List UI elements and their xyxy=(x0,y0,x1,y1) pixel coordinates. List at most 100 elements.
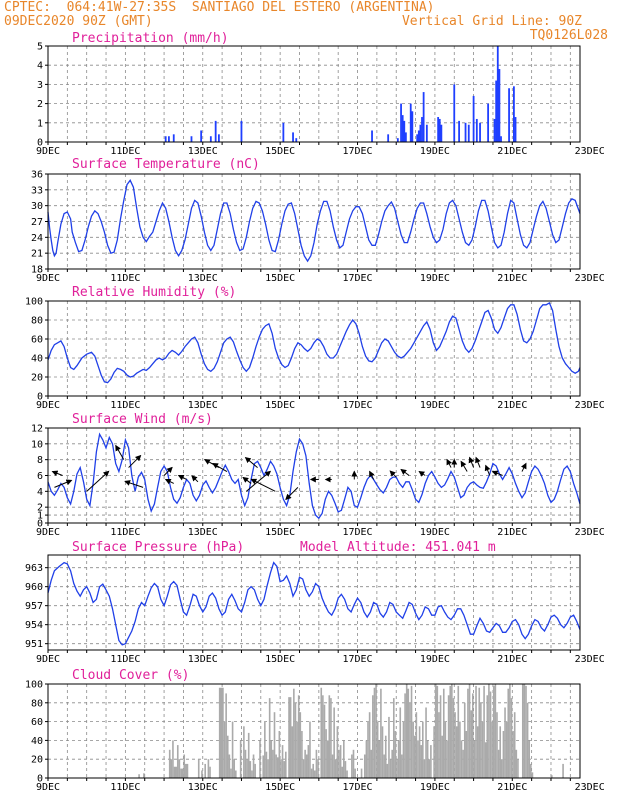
x-tick-label: 21DEC xyxy=(497,654,527,665)
wind-arrow xyxy=(51,470,63,477)
x-tick-label: 11DEC xyxy=(110,527,140,538)
cloud-bar xyxy=(499,726,502,778)
y-tick-label: 20 xyxy=(31,755,43,766)
precip-bar xyxy=(401,115,404,142)
y-tick-label: 951 xyxy=(25,639,43,650)
x-tick-label: 23DEC xyxy=(575,400,605,411)
cloud-bar xyxy=(467,688,469,778)
cloud-bar xyxy=(394,731,397,778)
x-tick-label: 15DEC xyxy=(265,146,295,157)
cloud-bar xyxy=(468,684,471,778)
cloud-bar xyxy=(296,721,298,778)
cloud-bar xyxy=(481,721,484,778)
cloud-bar xyxy=(373,687,376,778)
wind-arrow xyxy=(115,444,125,460)
cloud-bar xyxy=(344,761,347,778)
precip-bar xyxy=(190,136,193,142)
cloud-bar xyxy=(331,754,334,778)
cloud-bar xyxy=(407,688,410,778)
cloud-bar xyxy=(275,754,277,778)
x-tick-label: 15DEC xyxy=(265,782,295,793)
cloud-bar xyxy=(235,770,237,778)
precip-bar xyxy=(487,103,490,142)
cloud-bar xyxy=(281,745,284,778)
cloud-bar xyxy=(507,688,510,778)
cloud-bar xyxy=(442,688,445,778)
precip-bar xyxy=(425,124,428,142)
x-tick-label: 13DEC xyxy=(188,146,218,157)
cloud-bar xyxy=(388,716,390,778)
cloud-bar xyxy=(452,698,455,778)
cloud-bar xyxy=(455,726,458,778)
y-tick-label: 24 xyxy=(31,233,43,244)
cloud-bar xyxy=(410,685,413,778)
precip-bar xyxy=(416,134,419,142)
cloud-bar xyxy=(434,684,437,778)
cloud-bar xyxy=(378,740,381,778)
cloud-bar xyxy=(307,745,310,778)
cloud-bar xyxy=(336,726,339,778)
cloud-bar xyxy=(476,726,479,778)
y-tick-label: 6 xyxy=(37,471,43,482)
cloud-bar xyxy=(246,759,248,778)
cloud-bar xyxy=(391,749,393,778)
cloud-bar xyxy=(209,766,211,778)
cloud-bar xyxy=(504,707,506,778)
cloud-bar xyxy=(484,742,487,778)
cloud-bar xyxy=(343,740,345,778)
cloud-bar xyxy=(489,691,492,778)
cloud-bar xyxy=(333,707,335,778)
cloud-bar xyxy=(383,754,385,778)
y-tick-label: 60 xyxy=(31,335,43,346)
x-tick-label: 13DEC xyxy=(188,527,218,538)
precip-bar xyxy=(172,134,175,142)
cloud-bar xyxy=(310,768,313,778)
cloud-bar xyxy=(505,721,508,778)
x-tick-label: 15DEC xyxy=(265,654,295,665)
x-tick-label: 21DEC xyxy=(497,146,527,157)
y-tick-label: 957 xyxy=(25,601,43,612)
header-date: 09DEC2020 90Z (GMT) xyxy=(4,14,153,29)
cloud-bar xyxy=(325,729,327,778)
cloud-bar xyxy=(401,754,403,778)
x-tick-label: 19DEC xyxy=(420,527,450,538)
cloud-bar xyxy=(491,721,493,778)
x-tick-label: 9DEC xyxy=(36,273,60,284)
cloud-bar xyxy=(301,731,303,778)
cloud-bar xyxy=(372,695,374,778)
cloud-bar xyxy=(404,693,406,778)
cloud-bar xyxy=(173,766,177,778)
x-tick-label: 23DEC xyxy=(575,146,605,157)
precip-bar xyxy=(421,117,423,142)
wind-arrow xyxy=(54,479,73,488)
precip-bar xyxy=(472,95,475,142)
x-tick-label: 21DEC xyxy=(497,527,527,538)
header-model-id: TQ0126L028 xyxy=(529,28,608,43)
y-tick-label: 960 xyxy=(25,582,43,593)
y-tick-label: 12 xyxy=(31,424,43,435)
cloud-bar xyxy=(272,749,274,778)
cloud-bar xyxy=(513,712,516,778)
cloud-bar xyxy=(471,693,474,778)
cloud-bar xyxy=(515,749,518,778)
cloud-bar xyxy=(352,749,355,778)
cloud-bar xyxy=(509,684,511,778)
x-tick-label: 11DEC xyxy=(110,400,140,411)
cloud-bar xyxy=(243,726,245,778)
wind-arrow xyxy=(86,470,110,492)
x-tick-label: 13DEC xyxy=(188,654,218,665)
cloud-bar xyxy=(293,688,295,778)
y-tick-label: 0 xyxy=(37,519,43,530)
x-tick-label: 9DEC xyxy=(36,782,60,793)
precip-bar xyxy=(209,136,212,142)
cloud-bar xyxy=(268,698,271,778)
cloud-bar xyxy=(233,759,236,778)
cloud-bar xyxy=(305,754,308,778)
x-tick-label: 13DEC xyxy=(188,400,218,411)
y-tick-label: 80 xyxy=(31,698,43,709)
cloud-bar xyxy=(480,702,482,778)
cloud-bar xyxy=(436,685,439,778)
cloud-bar xyxy=(254,763,256,778)
wind-arrow xyxy=(242,476,252,484)
